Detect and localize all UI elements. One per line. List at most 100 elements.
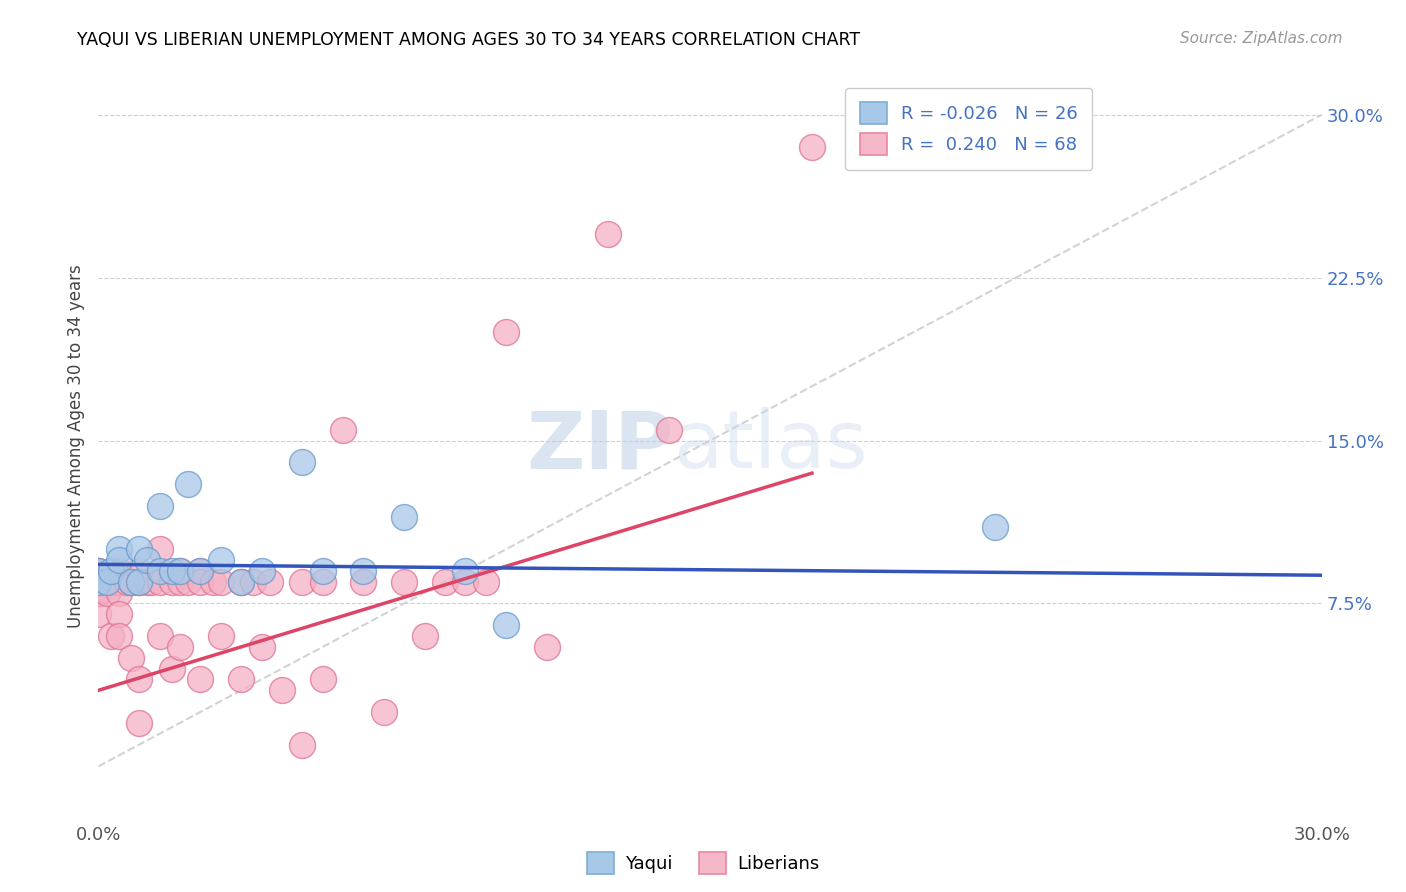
- Point: [108, 574, 131, 589]
- Point: [87, 564, 110, 578]
- Point: [242, 574, 264, 589]
- Point: [169, 640, 191, 654]
- Point: [536, 640, 558, 654]
- Point: [231, 673, 253, 687]
- Text: YAQUI VS LIBERIAN UNEMPLOYMENT AMONG AGES 30 TO 34 YEARS CORRELATION CHART: YAQUI VS LIBERIAN UNEMPLOYMENT AMONG AGE…: [77, 31, 860, 49]
- Point: [231, 574, 253, 589]
- Point: [87, 574, 110, 589]
- Point: [392, 574, 416, 589]
- Point: [474, 574, 498, 589]
- Point: [291, 738, 314, 752]
- Point: [120, 574, 142, 589]
- Point: [108, 542, 131, 557]
- Point: [87, 564, 110, 578]
- Point: [136, 553, 159, 567]
- Point: [128, 574, 150, 589]
- Point: [984, 520, 1007, 534]
- Point: [100, 564, 122, 578]
- Point: [312, 673, 335, 687]
- Point: [128, 564, 150, 578]
- Point: [128, 715, 150, 730]
- Point: [141, 574, 163, 589]
- Point: [160, 574, 183, 589]
- Point: [104, 574, 127, 589]
- Point: [231, 574, 253, 589]
- Point: [801, 140, 824, 154]
- Text: atlas: atlas: [673, 407, 868, 485]
- Point: [188, 574, 212, 589]
- Point: [120, 650, 142, 665]
- Point: [177, 574, 200, 589]
- Point: [115, 574, 138, 589]
- Point: [149, 564, 172, 578]
- Point: [149, 499, 172, 513]
- Point: [108, 553, 131, 567]
- Point: [250, 640, 273, 654]
- Point: [87, 574, 110, 589]
- Text: ZIP: ZIP: [526, 407, 673, 485]
- Point: [87, 585, 110, 599]
- Point: [495, 325, 517, 339]
- Point: [291, 574, 314, 589]
- Point: [250, 564, 273, 578]
- Point: [108, 585, 131, 599]
- Point: [413, 629, 436, 643]
- Point: [108, 629, 131, 643]
- Point: [270, 683, 294, 698]
- Point: [87, 574, 110, 589]
- Point: [149, 542, 172, 557]
- Point: [188, 564, 212, 578]
- Point: [373, 705, 395, 719]
- Legend: R = -0.026   N = 26, R =  0.240   N = 68: R = -0.026 N = 26, R = 0.240 N = 68: [845, 88, 1092, 169]
- Point: [201, 574, 224, 589]
- Point: [598, 227, 620, 242]
- Point: [259, 574, 281, 589]
- Point: [149, 629, 172, 643]
- Point: [658, 423, 681, 437]
- Point: [128, 542, 150, 557]
- Point: [100, 629, 122, 643]
- Point: [352, 564, 374, 578]
- Point: [352, 574, 374, 589]
- Point: [454, 574, 477, 589]
- Point: [91, 574, 114, 589]
- Point: [96, 574, 118, 589]
- Point: [209, 629, 232, 643]
- Point: [96, 574, 118, 589]
- Point: [169, 564, 191, 578]
- Point: [108, 564, 131, 578]
- Point: [188, 564, 212, 578]
- Point: [454, 564, 477, 578]
- Point: [87, 564, 110, 578]
- Point: [434, 574, 457, 589]
- Point: [188, 673, 212, 687]
- Text: Source: ZipAtlas.com: Source: ZipAtlas.com: [1180, 31, 1343, 46]
- Point: [96, 585, 118, 599]
- Point: [312, 574, 335, 589]
- Point: [87, 585, 110, 599]
- Point: [87, 574, 110, 589]
- Point: [332, 423, 354, 437]
- Point: [312, 564, 335, 578]
- Point: [160, 662, 183, 676]
- Point: [100, 564, 122, 578]
- Point: [128, 673, 150, 687]
- Point: [136, 574, 159, 589]
- Point: [87, 574, 110, 589]
- Legend: Yaqui, Liberians: Yaqui, Liberians: [579, 845, 827, 881]
- Point: [108, 607, 131, 622]
- Point: [177, 477, 200, 491]
- Point: [495, 618, 517, 632]
- Point: [291, 455, 314, 469]
- Point: [209, 553, 232, 567]
- Point: [160, 564, 183, 578]
- Point: [87, 564, 110, 578]
- Point: [209, 574, 232, 589]
- Point: [149, 574, 172, 589]
- Point: [169, 574, 191, 589]
- Point: [87, 607, 110, 622]
- Y-axis label: Unemployment Among Ages 30 to 34 years: Unemployment Among Ages 30 to 34 years: [66, 264, 84, 628]
- Point: [120, 574, 142, 589]
- Point: [128, 574, 150, 589]
- Point: [169, 564, 191, 578]
